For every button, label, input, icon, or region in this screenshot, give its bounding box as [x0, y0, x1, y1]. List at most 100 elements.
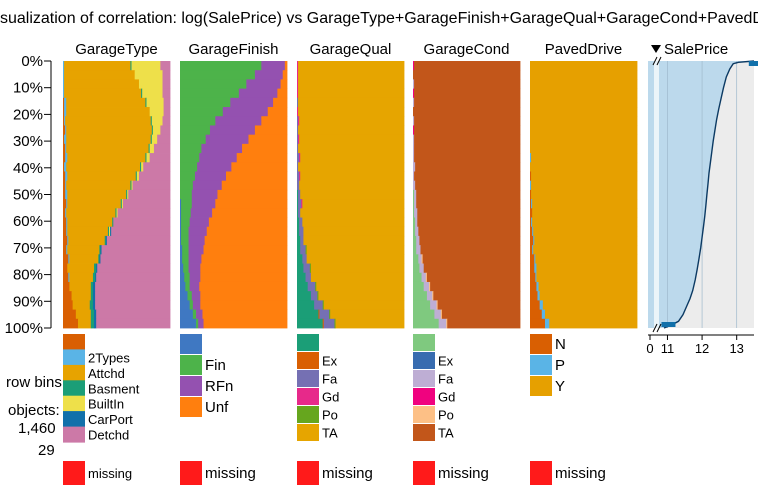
- bin-segment: [254, 70, 284, 80]
- bin-segment: [215, 116, 262, 126]
- bin-segment: [334, 318, 336, 329]
- bin-segment: [89, 300, 94, 310]
- bin-segment: [194, 171, 227, 182]
- bin-segment: [66, 97, 146, 108]
- legend-swatch: [297, 370, 319, 387]
- bin-segment: [414, 116, 521, 126]
- bin-segment: [106, 235, 171, 246]
- y-tick-label: 90%: [13, 293, 43, 310]
- bin-segment: [134, 70, 163, 80]
- bin-segment: [413, 245, 417, 255]
- bin-segment: [112, 217, 114, 228]
- bin-segment: [297, 70, 299, 80]
- bin-segment: [330, 309, 405, 320]
- bin-segment: [531, 153, 638, 163]
- bin-segment: [530, 226, 533, 237]
- bin-segment: [94, 318, 97, 329]
- bin-segment: [231, 162, 288, 172]
- legend-swatch: [180, 397, 202, 417]
- bin-segment: [63, 125, 66, 136]
- bin-segment: [530, 143, 638, 154]
- bin-segment: [96, 272, 171, 283]
- bin-segment: [530, 208, 533, 218]
- y-tick-label: 40%: [13, 160, 43, 177]
- bin-segment: [533, 245, 638, 255]
- bin-segment: [440, 309, 443, 320]
- bin-segment: [180, 235, 182, 246]
- bin-segment: [297, 254, 303, 264]
- bin-segment: [299, 153, 301, 163]
- bin-segment: [530, 281, 537, 292]
- bin-segment: [413, 107, 521, 117]
- bin-segment: [533, 235, 535, 246]
- bin-segment: [413, 281, 425, 292]
- legend-label: Attchd: [88, 366, 125, 381]
- bin-segment: [66, 143, 149, 154]
- bin-segment: [66, 125, 153, 136]
- bin-segment: [536, 281, 539, 292]
- bin-segment: [209, 125, 256, 136]
- y-tick-label: 10%: [13, 80, 43, 97]
- bin-segment: [146, 97, 164, 108]
- legend-swatch-missing: [530, 461, 552, 485]
- saleprice-max-marker: [748, 61, 758, 66]
- bin-segment: [200, 291, 288, 301]
- bin-segment: [423, 263, 521, 274]
- bin-segment: [180, 199, 182, 209]
- bin-segment: [64, 134, 67, 145]
- bin-segment: [188, 254, 202, 264]
- bin-segment: [126, 189, 128, 200]
- saleprice-area: [648, 61, 754, 328]
- bin-segment: [63, 79, 65, 90]
- bin-segment: [300, 153, 405, 163]
- bin-segment: [297, 61, 299, 71]
- bin-segment: [530, 291, 538, 301]
- bin-segment: [297, 263, 304, 274]
- bin-segment: [180, 143, 202, 154]
- sort-descending-icon: [651, 45, 661, 53]
- bin-segment: [230, 97, 274, 108]
- bin-segment: [297, 199, 299, 209]
- bin-segment: [145, 97, 147, 108]
- bin-segment: [414, 134, 521, 145]
- y-tick-label: 50%: [13, 187, 43, 204]
- bin-segment: [413, 70, 521, 80]
- bin-segment: [63, 180, 66, 191]
- bin-segment: [248, 134, 288, 145]
- bin-segment: [301, 199, 303, 209]
- bin-segment: [530, 272, 536, 283]
- bin-segment: [417, 208, 521, 218]
- y-tick-label: 80%: [13, 267, 43, 284]
- bin-segment: [297, 245, 301, 255]
- bin-segment: [298, 70, 405, 80]
- bin-segment: [63, 153, 66, 163]
- bin-segment: [421, 254, 424, 264]
- bin-segment: [180, 97, 231, 108]
- bin-segment: [130, 61, 132, 71]
- bin-segment: [65, 171, 68, 182]
- bin-segment: [297, 226, 300, 237]
- bin-segment: [284, 61, 288, 71]
- bin-segment: [90, 291, 94, 301]
- legend-swatch: [63, 411, 85, 428]
- bin-segment: [297, 162, 299, 172]
- bin-segment: [191, 189, 218, 200]
- bin-segment: [192, 180, 223, 191]
- bin-segment: [297, 134, 299, 145]
- bin-segment: [131, 61, 161, 71]
- bin-segment: [413, 134, 415, 145]
- bin-segment: [303, 263, 311, 274]
- saleprice-curve: [663, 60, 755, 329]
- bin-segment: [110, 226, 112, 237]
- bin-segment: [63, 272, 69, 283]
- bin-segment: [180, 171, 196, 182]
- bin-segment: [413, 162, 416, 172]
- bin-segment: [297, 235, 301, 246]
- bin-segment: [117, 208, 171, 218]
- bin-segment: [297, 171, 300, 182]
- bin-segment: [135, 171, 138, 182]
- legend-label-missing: missing: [322, 465, 373, 482]
- bin-segment: [307, 281, 316, 292]
- bin-segment: [534, 235, 638, 246]
- bin-segment: [63, 162, 65, 172]
